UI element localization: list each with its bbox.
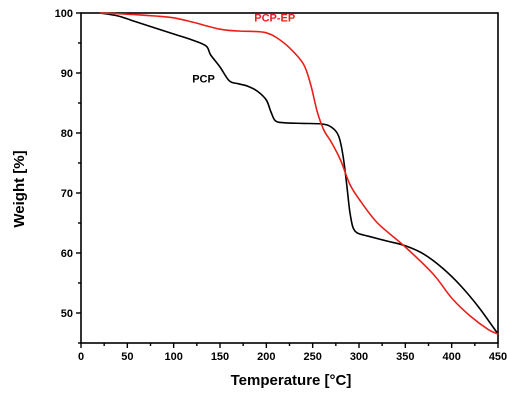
y-tick-label: 70 — [61, 188, 73, 200]
series-layer — [99, 12, 499, 335]
plot-frame — [80, 12, 499, 344]
x-tick-label: 250 — [303, 351, 321, 363]
y-tick-label: 50 — [61, 308, 73, 320]
series-label-pcp: PCP — [192, 74, 215, 86]
series-line-pcp-ep — [99, 12, 499, 335]
x-tick-label: 450 — [489, 351, 507, 363]
x-tick-label: 300 — [350, 351, 368, 363]
y-tick-label: 60 — [61, 248, 73, 260]
series-label-pcp-ep: PCP-EP — [254, 12, 295, 24]
x-tick-label: 150 — [211, 351, 229, 363]
labels-layer: PCP PCP-EP — [192, 12, 295, 85]
y-tick-label: 90 — [61, 68, 73, 80]
x-axis-title: Temperature [°C] — [231, 372, 352, 389]
x-tick-label: 350 — [396, 351, 414, 363]
x-tick-label: 200 — [257, 351, 275, 363]
x-tick-label: 100 — [164, 351, 182, 363]
y-tick-label: 100 — [55, 8, 73, 20]
y-axis-title: Weight [%] — [11, 150, 28, 227]
axes: 0 50 100 150 200 250 300 350 400 450 50 60 70 80 90 100 — [55, 8, 507, 363]
x-tick-label: 0 — [78, 351, 84, 363]
series-line-pcp — [99, 12, 499, 335]
x-tick-label: 50 — [121, 351, 133, 363]
x-tick-label: 400 — [442, 351, 460, 363]
y-tick-label: 80 — [61, 128, 73, 140]
